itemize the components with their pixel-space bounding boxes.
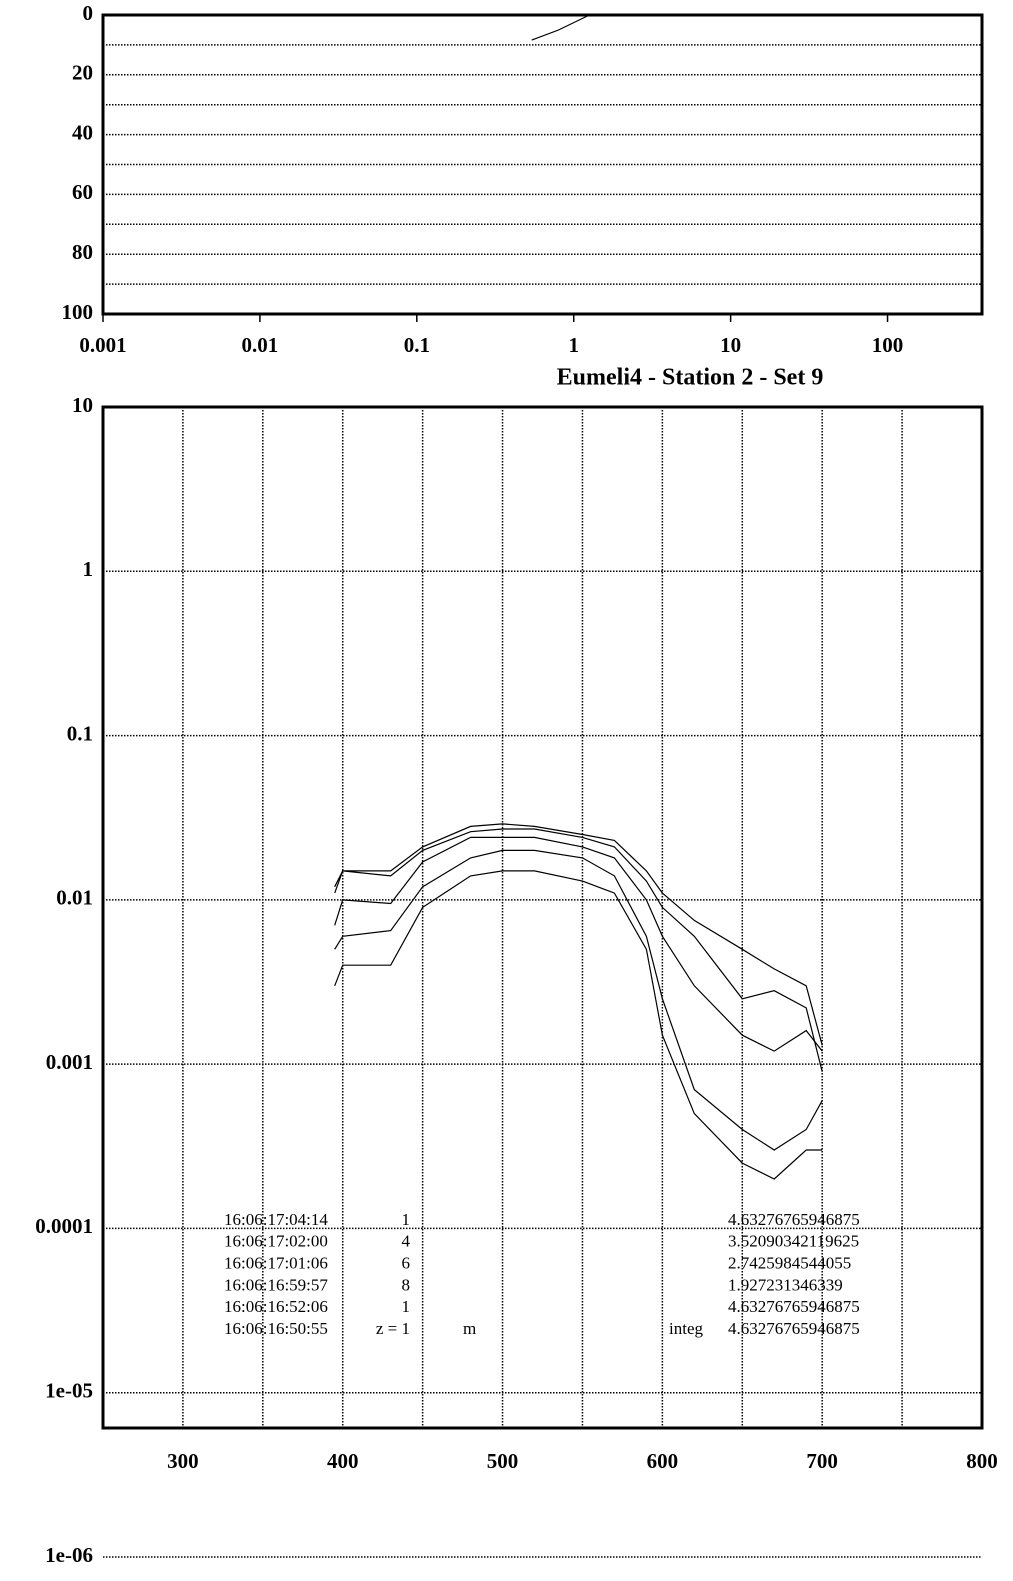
annotation-time: 16:06:17:04:14 — [224, 1210, 328, 1229]
annotation-value: 4.63276765946875 — [728, 1210, 860, 1229]
series-line — [334, 836, 823, 1052]
y-tick-label: 60 — [72, 180, 93, 204]
y-tick-label: 0.0001 — [35, 1214, 93, 1238]
x-tick-label: 400 — [327, 1449, 359, 1473]
annotation-unit: m — [463, 1319, 476, 1338]
plot-frame — [101, 13, 984, 316]
x-tick-label: 100 — [872, 333, 904, 357]
y-tick-label: 40 — [72, 120, 93, 144]
annotation-value: 2.7425984544055 — [728, 1254, 851, 1273]
x-tick-label: 500 — [487, 1449, 519, 1473]
x-tick-label: 300 — [167, 1449, 199, 1473]
annotation-value: 4.63276765946875 — [728, 1297, 860, 1316]
annotation-value: 1.927231346339 — [728, 1275, 843, 1294]
annotation-value: 4.63276765946875 — [728, 1319, 860, 1338]
annotation-count: 4 — [402, 1232, 411, 1251]
y-tick-label: 80 — [72, 240, 93, 264]
y-tick-label: 1 — [83, 557, 94, 581]
annotation-integ: integ — [669, 1319, 703, 1338]
series-line — [334, 870, 823, 1180]
x-tick-label: 0.001 — [79, 333, 126, 357]
annotation-time: 16:06:17:02:00 — [224, 1232, 328, 1251]
x-tick-label: 0.1 — [404, 333, 430, 357]
y-tick-label: 10 — [72, 393, 93, 417]
y-tick-label: 0 — [83, 1, 94, 25]
x-tick-label: 800 — [966, 1449, 998, 1473]
x-tick-label: 10 — [720, 333, 741, 357]
series-line — [334, 823, 823, 1046]
annotation-count: 6 — [402, 1254, 411, 1273]
annotation-time: 16:06:16:59:57 — [224, 1275, 328, 1294]
series-line — [334, 849, 823, 1151]
y-tick-label: 20 — [72, 61, 93, 85]
y-tick-label: 100 — [62, 300, 94, 324]
y-tick-label: 0.1 — [67, 721, 93, 745]
y-tick-label: 0.001 — [46, 1050, 93, 1074]
x-tick-label: 700 — [806, 1449, 838, 1473]
annotation-count: z = 1 — [376, 1319, 410, 1338]
annotation-time: 16:06:16:52:06 — [224, 1297, 328, 1316]
annotation-time: 16:06:17:01:06 — [224, 1254, 328, 1273]
x-tick-label: 0.01 — [242, 333, 279, 357]
annotation-time: 16:06:16:50:55 — [224, 1319, 328, 1338]
annotation-count: 1 — [402, 1297, 411, 1316]
annotation-count: 8 — [402, 1275, 411, 1294]
chart-title: Eumeli4 - Station 2 - Set 9 — [557, 365, 824, 391]
x-tick-label: 1 — [568, 333, 579, 357]
x-tick-label: 600 — [647, 1449, 679, 1473]
y-tick-label: 1e-06 — [45, 1543, 93, 1567]
series-line — [531, 14, 590, 41]
plot-frame — [101, 405, 984, 1430]
y-tick-label: 1e-05 — [45, 1379, 93, 1403]
annotation-value: 3.52090342119625 — [728, 1232, 859, 1251]
annotation-count: 1 — [402, 1210, 411, 1229]
y-tick-label: 0.01 — [56, 886, 93, 910]
series-line — [334, 828, 823, 1072]
